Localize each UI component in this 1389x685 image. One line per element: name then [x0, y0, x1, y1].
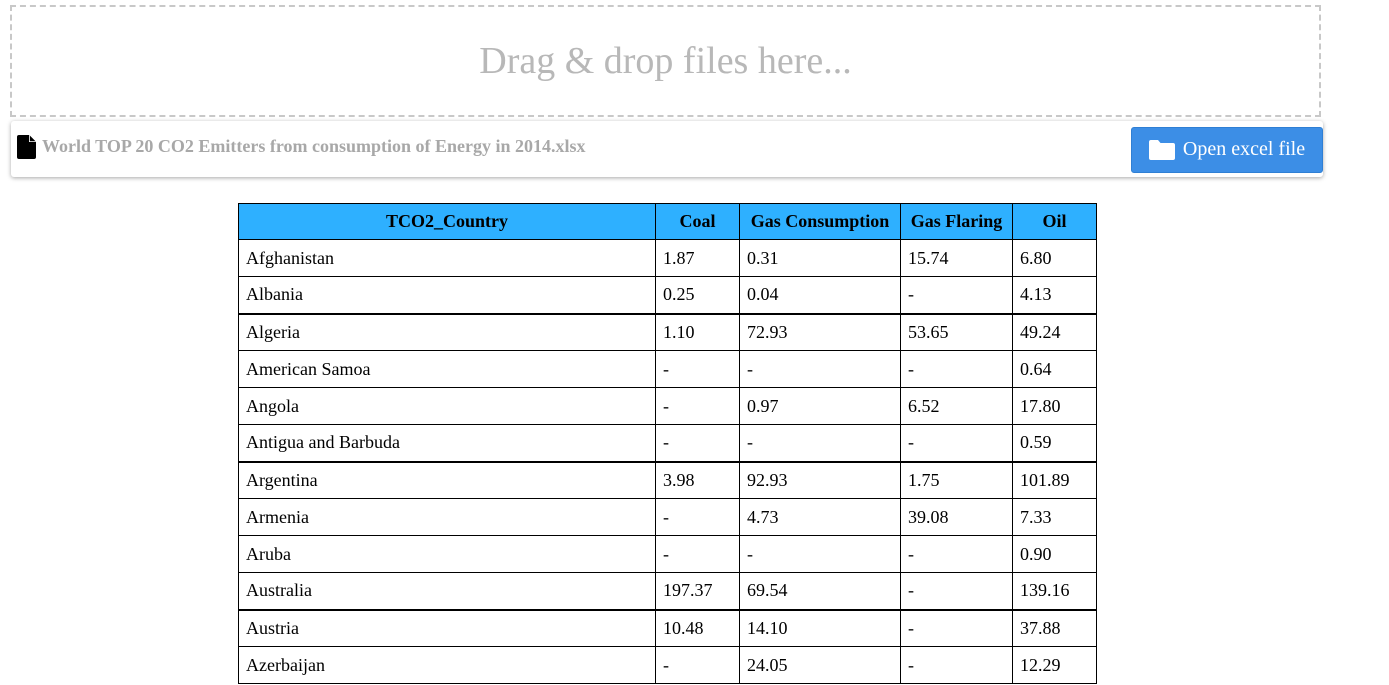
cell-country: Afghanistan: [238, 239, 656, 277]
cell-gas-flaring: -: [900, 424, 1013, 462]
table-row: Azerbaijan - 24.05 - 12.29: [238, 646, 1097, 684]
file-dropzone[interactable]: Drag & drop files here...: [10, 5, 1321, 117]
cell-gas-flaring: -: [900, 608, 1013, 647]
cell-gas-flaring: 15.74: [900, 239, 1013, 277]
column-header-gas-consumption[interactable]: Gas Consumption: [739, 203, 901, 240]
cell-gas-consumption: -: [739, 350, 901, 388]
folder-icon: [1148, 139, 1175, 160]
file-icon: [17, 135, 36, 159]
table-row: Aruba - - - 0.90: [238, 535, 1097, 573]
cell-coal: 197.37: [655, 572, 740, 610]
cell-oil: 0.90: [1012, 535, 1097, 573]
cell-oil: 7.33: [1012, 498, 1097, 536]
cell-coal: -: [655, 350, 740, 388]
cell-gas-consumption: 92.93: [739, 460, 901, 499]
cell-coal: -: [655, 498, 740, 536]
cell-country: Angola: [238, 387, 656, 425]
data-table: TCO2_Country Coal Gas Consumption Gas Fl…: [238, 203, 1097, 684]
cell-country: Armenia: [238, 498, 656, 536]
dropzone-label: Drag & drop files here...: [479, 40, 852, 82]
cell-gas-flaring: 1.75: [900, 460, 1013, 499]
cell-gas-consumption: -: [739, 424, 901, 462]
cell-gas-flaring: 53.65: [900, 312, 1013, 351]
table-row: Afghanistan 1.87 0.31 15.74 6.80: [238, 239, 1097, 277]
cell-gas-consumption: 4.73: [739, 498, 901, 536]
cell-coal: -: [655, 535, 740, 573]
table-row: American Samoa - - - 0.64: [238, 350, 1097, 388]
file-bar: World TOP 20 CO2 Emitters from consumpti…: [11, 121, 1323, 177]
cell-oil: 12.29: [1012, 646, 1097, 684]
cell-coal: -: [655, 424, 740, 462]
cell-gas-consumption: 72.93: [739, 312, 901, 351]
cell-gas-consumption: -: [739, 535, 901, 573]
cell-coal: 3.98: [655, 460, 740, 499]
cell-country: American Samoa: [238, 350, 656, 388]
cell-coal: 10.48: [655, 608, 740, 647]
cell-oil: 4.13: [1012, 276, 1097, 314]
table-row: Antigua and Barbuda - - - 0.59: [238, 424, 1097, 462]
table-row: Argentina 3.98 92.93 1.75 101.89: [238, 460, 1097, 499]
cell-country: Albania: [238, 276, 656, 314]
open-excel-file-button[interactable]: Open excel file: [1131, 127, 1323, 173]
cell-gas-consumption: 69.54: [739, 572, 901, 610]
open-button-label: Open excel file: [1182, 137, 1306, 160]
column-header-gas-flaring[interactable]: Gas Flaring: [900, 203, 1013, 240]
cell-oil: 139.16: [1012, 572, 1097, 610]
cell-gas-consumption: 0.04: [739, 276, 901, 314]
cell-gas-consumption: 0.97: [739, 387, 901, 425]
column-header-oil[interactable]: Oil: [1012, 203, 1097, 240]
table-row: Armenia - 4.73 39.08 7.33: [238, 498, 1097, 536]
cell-coal: -: [655, 646, 740, 684]
cell-oil: 0.64: [1012, 350, 1097, 388]
cell-gas-flaring: 39.08: [900, 498, 1013, 536]
cell-oil: 49.24: [1012, 312, 1097, 351]
cell-country: Aruba: [238, 535, 656, 573]
cell-country: Antigua and Barbuda: [238, 424, 656, 462]
cell-gas-consumption: 24.05: [739, 646, 901, 684]
cell-oil: 37.88: [1012, 608, 1097, 647]
cell-gas-consumption: 0.31: [739, 239, 901, 277]
cell-coal: -: [655, 387, 740, 425]
cell-gas-flaring: -: [900, 646, 1013, 684]
cell-country: Azerbaijan: [238, 646, 656, 684]
table-row: Albania 0.25 0.04 - 4.13: [238, 276, 1097, 314]
cell-country: Australia: [238, 572, 656, 610]
cell-gas-flaring: -: [900, 350, 1013, 388]
cell-country: Argentina: [238, 460, 656, 499]
cell-gas-flaring: -: [900, 276, 1013, 314]
cell-country: Austria: [238, 608, 656, 647]
cell-oil: 17.80: [1012, 387, 1097, 425]
file-name: World TOP 20 CO2 Emitters from consumpti…: [42, 136, 586, 156]
cell-oil: 101.89: [1012, 460, 1097, 499]
cell-gas-flaring: -: [900, 535, 1013, 573]
cell-gas-flaring: -: [900, 572, 1013, 610]
table-row: Angola - 0.97 6.52 17.80: [238, 387, 1097, 425]
cell-gas-flaring: 6.52: [900, 387, 1013, 425]
cell-coal: 1.87: [655, 239, 740, 277]
table-row: Austria 10.48 14.10 - 37.88: [238, 608, 1097, 647]
cell-gas-consumption: 14.10: [739, 608, 901, 647]
cell-coal: 1.10: [655, 312, 740, 351]
table-row: Australia 197.37 69.54 - 139.16: [238, 572, 1097, 610]
cell-oil: 6.80: [1012, 239, 1097, 277]
column-header-coal[interactable]: Coal: [655, 203, 740, 240]
column-header-country[interactable]: TCO2_Country: [238, 203, 656, 240]
table-header-row: TCO2_Country Coal Gas Consumption Gas Fl…: [238, 203, 1097, 240]
cell-country: Algeria: [238, 312, 656, 351]
cell-coal: 0.25: [655, 276, 740, 314]
table-row: Algeria 1.10 72.93 53.65 49.24: [238, 312, 1097, 351]
cell-oil: 0.59: [1012, 424, 1097, 462]
